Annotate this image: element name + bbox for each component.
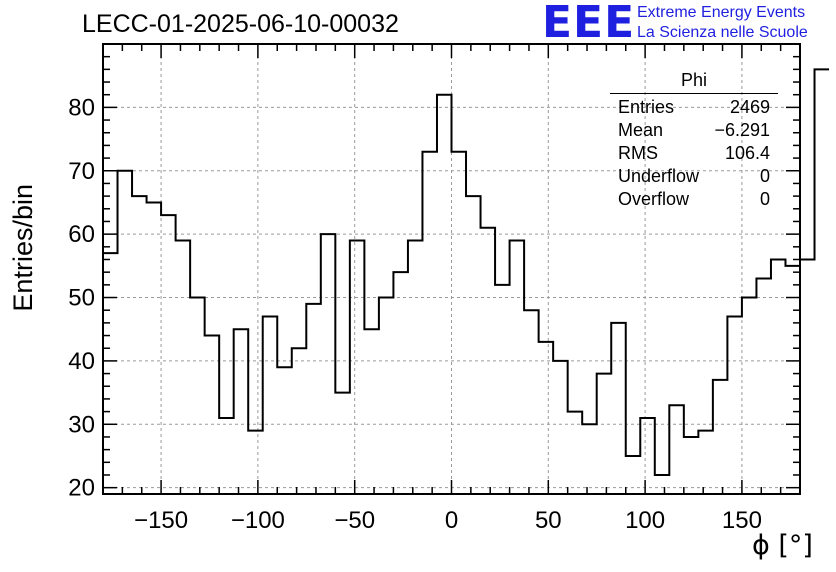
stats-label: RMS xyxy=(618,143,658,163)
x-tick-label: 150 xyxy=(722,507,762,534)
y-tick-label: 80 xyxy=(68,94,95,121)
stats-row: Overflow 0 xyxy=(610,188,778,211)
stats-value: 106.4 xyxy=(724,143,770,163)
x-axis-label: ϕ [°] xyxy=(752,530,813,561)
stats-value: 2469 xyxy=(729,97,770,117)
stats-title: Phi xyxy=(610,70,778,94)
y-tick-label: 60 xyxy=(68,221,95,248)
x-tick-label: 100 xyxy=(625,507,665,534)
y-tick-label: 70 xyxy=(68,158,95,185)
stats-value: 0 xyxy=(759,166,770,186)
logo-subtitle-2: La Scienza nelle Scuole xyxy=(637,24,808,41)
logo-subtitle-1: Extreme Energy Events xyxy=(637,4,806,21)
stats-row: Underflow 0 xyxy=(610,165,778,188)
x-tick-label: −150 xyxy=(134,507,188,534)
x-tick-label: 0 xyxy=(445,507,458,534)
chart-title: LECC-01-2025-06-10-00032 xyxy=(82,10,399,38)
y-tick-label: 40 xyxy=(68,348,95,375)
stats-row: RMS 106.4 xyxy=(610,142,778,165)
stats-label: Mean xyxy=(618,120,664,140)
stats-label: Entries xyxy=(618,97,675,117)
y-tick-label: 30 xyxy=(68,411,95,438)
stats-row: Mean −6.291 xyxy=(610,119,778,142)
plot-frame xyxy=(102,43,801,495)
stats-box: Phi Entries 2469 Mean −6.291 RMS 106.4 U… xyxy=(610,70,778,211)
stats-value: 0 xyxy=(759,189,770,209)
y-tick-label: 20 xyxy=(68,475,95,502)
stats-value: −6.291 xyxy=(714,120,770,140)
x-tick-label: −50 xyxy=(334,507,375,534)
stats-label: Underflow xyxy=(618,166,700,186)
x-tick-label: 50 xyxy=(535,507,562,534)
histogram-line xyxy=(103,68,830,476)
y-tick-label: 50 xyxy=(68,285,95,312)
stats-label: Overflow xyxy=(618,189,690,209)
eee-logo: EEE xyxy=(542,0,636,48)
y-axis-label: Entries/bin xyxy=(8,184,38,312)
x-tick-label: −100 xyxy=(231,507,285,534)
stats-row: Entries 2469 xyxy=(610,96,778,119)
